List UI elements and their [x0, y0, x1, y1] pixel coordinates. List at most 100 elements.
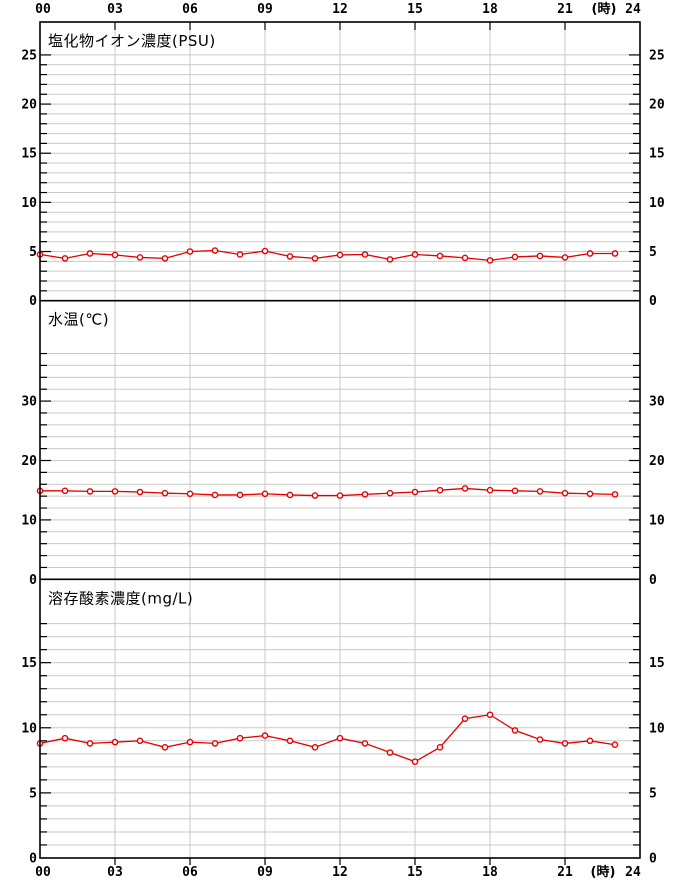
- data-point: [161, 489, 169, 497]
- panel-title: 塩化物イオン濃度(PSU): [48, 32, 216, 50]
- data-point: [561, 489, 569, 497]
- y-axis-labels-left: 0 5 10 15: [21, 656, 37, 866]
- data-point: [461, 715, 469, 722]
- hour-unit-label: (時): [592, 1, 617, 17]
- y-tick-label: 20: [21, 98, 37, 113]
- data-point: [261, 247, 269, 255]
- y-tick-label: 10: [21, 196, 37, 211]
- y-tick-label: 0: [649, 852, 657, 867]
- horizontal-gridlines: [40, 353, 640, 568]
- y-tick-label: 25: [21, 48, 37, 63]
- y-tick-label: 15: [649, 656, 665, 671]
- data-point: [586, 250, 594, 257]
- data-point: [236, 734, 244, 742]
- data-point: [461, 485, 469, 492]
- y-tick-label: 20: [649, 454, 665, 469]
- y-tick-label: 0: [29, 573, 37, 588]
- y-tick-label: 15: [21, 656, 37, 671]
- data-point: [211, 740, 219, 747]
- data-point: [361, 491, 369, 498]
- top-hour-axis: 00 03 06 09 12 15 18 21 24 (時): [35, 1, 641, 30]
- y-axis-labels-right: 0 10 20 30: [649, 395, 665, 588]
- y-tick-label: 15: [649, 147, 665, 162]
- data-point: [211, 491, 219, 499]
- data-point: [611, 491, 619, 498]
- panel-water-temperature: 0 10 20 30 0 10 20 30 水温(℃): [21, 311, 664, 588]
- data-point: [211, 247, 219, 254]
- data-point: [611, 741, 619, 749]
- hour-label: 09: [257, 2, 273, 17]
- data-point: [486, 486, 494, 494]
- data-point: [511, 727, 519, 734]
- y-tick-label: 20: [649, 98, 665, 113]
- hour-label: 15: [407, 865, 423, 880]
- hour-label: 09: [257, 865, 273, 880]
- y-axis-labels-left: 0 5 10 15 20 25: [21, 48, 37, 309]
- data-point: [511, 253, 519, 261]
- data-point: [536, 488, 544, 495]
- data-point: [436, 486, 444, 494]
- y-tick-label: 5: [649, 245, 657, 260]
- y-tick-label: 10: [21, 721, 37, 736]
- data-point: [561, 740, 569, 747]
- y-axis-labels-left: 0 10 20 30: [21, 395, 37, 588]
- hour-label: 21: [557, 865, 573, 880]
- data-point: [461, 254, 469, 262]
- data-point: [111, 251, 119, 259]
- data-point: [486, 711, 494, 719]
- data-point: [311, 744, 319, 751]
- data-point: [61, 487, 69, 495]
- data-point: [536, 252, 544, 260]
- data-point: [261, 732, 269, 739]
- data-point: [411, 251, 419, 258]
- data-point: [386, 749, 394, 756]
- hour-label: 03: [107, 2, 123, 17]
- data-point: [86, 250, 94, 257]
- data-point: [411, 758, 419, 765]
- data-point: [611, 250, 619, 257]
- data-point: [61, 734, 69, 742]
- hour-label: 00: [35, 865, 51, 880]
- horizontal-gridlines: [40, 54, 640, 292]
- y-tick-label: 10: [649, 721, 665, 736]
- hour-unit-label: (時): [591, 864, 616, 880]
- hour-label: 24: [625, 2, 641, 17]
- data-point: [261, 490, 269, 498]
- panel-chloride-ion: 0 5 10 15 20 25 0 5 10 15 20 25 塩化物イオン濃度(PSU): [21, 32, 664, 309]
- data-point: [336, 492, 344, 499]
- hour-label: 24: [625, 865, 641, 880]
- vertical-gridlines: [114, 22, 566, 858]
- data-point: [336, 251, 344, 259]
- data-point: [186, 490, 194, 498]
- y-tick-label: 5: [29, 245, 37, 260]
- y-tick-label: 20: [21, 454, 37, 469]
- data-point: [486, 257, 494, 264]
- y-axis-labels-right: 0 5 10 15 20 25: [649, 48, 665, 309]
- y-tick-label: 10: [21, 513, 37, 528]
- y-tick-label: 25: [649, 48, 665, 63]
- data-point: [61, 255, 69, 262]
- y-tick-label: 0: [29, 294, 37, 309]
- data-point: [286, 253, 294, 260]
- data-point: [161, 255, 169, 262]
- hour-label: 06: [182, 2, 198, 17]
- data-point: [186, 248, 194, 255]
- data-point: [536, 736, 544, 743]
- y-tick-label: 30: [21, 395, 37, 410]
- data-point: [236, 251, 244, 258]
- hour-label: 00: [35, 2, 51, 17]
- y-tick-label: 5: [29, 786, 37, 801]
- series-line: [39, 714, 616, 763]
- data-point: [111, 488, 119, 495]
- data-point: [361, 251, 369, 258]
- data-point: [436, 252, 444, 260]
- data-point: [511, 487, 519, 495]
- y-tick-label: 0: [649, 294, 657, 309]
- data-point-markers: [36, 711, 619, 765]
- y-axis-labels-right: 0 5 10 15: [649, 656, 665, 866]
- y-tick-label: 10: [649, 196, 665, 211]
- bottom-hour-axis: 00 03 06 09 12 15 18 21 24 (時): [35, 858, 641, 880]
- y-tick-label: 30: [649, 395, 665, 410]
